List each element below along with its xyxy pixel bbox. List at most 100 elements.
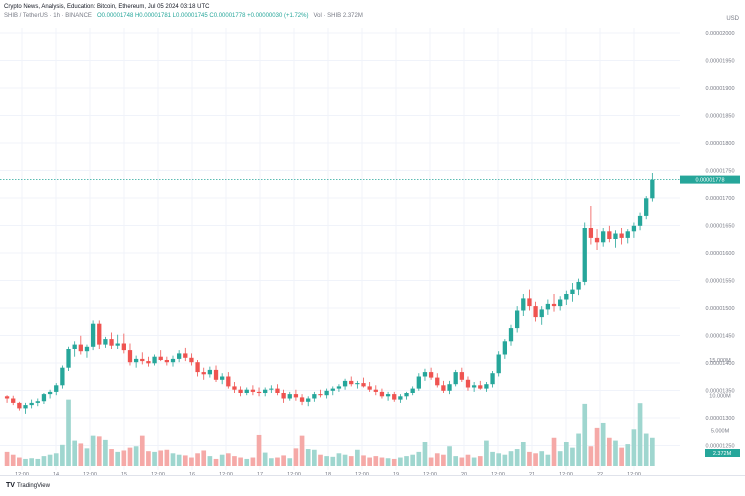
volume-bar — [109, 449, 114, 466]
volume-bar — [416, 451, 422, 466]
candle-body — [539, 309, 544, 318]
candle-body — [164, 360, 170, 363]
volume-bar — [563, 442, 569, 466]
candle-body — [121, 343, 126, 351]
volume-bar — [23, 458, 28, 466]
volume-bar — [133, 446, 139, 466]
candle-body — [35, 401, 40, 403]
volume-bar — [225, 453, 231, 466]
volume-bar — [17, 457, 22, 466]
volume-bar — [551, 437, 557, 466]
price-axis-label: 0.00001800 — [705, 141, 734, 147]
volume-bar — [619, 447, 624, 466]
price-axis-label: 0.00001300 — [705, 416, 734, 422]
candle-body — [453, 372, 458, 385]
tradingview-logo[interactable]: TV TradingView — [6, 482, 50, 489]
volume-bar — [465, 454, 471, 466]
volume-bar — [53, 453, 59, 466]
volume-bar — [539, 451, 545, 466]
candle-body — [97, 323, 102, 345]
candle-body — [607, 231, 612, 239]
candle-body — [367, 386, 372, 390]
price-axis-label: 0.00001400 — [705, 361, 734, 367]
volume-bar — [176, 454, 182, 466]
candle-body — [109, 339, 114, 346]
volume-bar — [250, 457, 256, 466]
candle-body — [72, 344, 77, 349]
volume-bar — [508, 451, 514, 466]
currency-label[interactable]: USD — [726, 16, 739, 22]
candle-body — [293, 394, 299, 398]
candle-body — [41, 394, 47, 402]
volume-bar — [158, 450, 164, 466]
candle-body — [594, 237, 600, 243]
volume-bar — [103, 439, 108, 466]
volume-bar — [600, 422, 606, 466]
volume-bar — [348, 456, 354, 466]
candle-body — [269, 388, 274, 390]
symbol-info: Crypto News, Analysis, Education: Bitcoi… — [4, 4, 209, 10]
volume-bar — [502, 454, 508, 466]
price-axis-label: 0.00001900 — [705, 86, 734, 92]
candle-body — [428, 372, 434, 378]
candle-body — [631, 225, 637, 232]
price-axis-label: 0.00001250 — [705, 444, 734, 450]
candle-body — [478, 385, 483, 389]
volume-bar — [588, 446, 594, 466]
candle-body — [533, 306, 538, 318]
candle-body — [349, 380, 354, 385]
price-axis-label: 0.00001550 — [705, 279, 734, 285]
volume-bar — [477, 456, 483, 466]
price-axis-label: 0.00001700 — [705, 196, 734, 202]
candle-body — [435, 377, 440, 386]
candle-body — [140, 358, 145, 362]
volume-bar — [84, 448, 90, 466]
volume-bar — [594, 427, 600, 466]
volume-bar — [342, 454, 348, 466]
title-line: Crypto News, Analysis, Education: Bitcoi… — [4, 4, 210, 10]
volume-bar — [484, 440, 489, 466]
volume-bar — [256, 434, 262, 466]
volume-bar — [152, 451, 157, 466]
volume-bar — [545, 454, 551, 466]
candle-body — [133, 358, 139, 363]
volume-bar — [268, 458, 274, 466]
volume-bar — [330, 456, 336, 466]
volume-bar — [361, 455, 366, 466]
candle-body — [54, 385, 59, 392]
candle-body — [152, 356, 157, 364]
volume-bar — [570, 447, 575, 466]
volume-bar — [78, 443, 84, 466]
candle-body — [637, 215, 643, 226]
candle-body — [361, 383, 366, 387]
candle-body — [619, 233, 624, 238]
volume-axis-label: 10.000M — [709, 393, 731, 399]
candle-body — [66, 349, 71, 368]
price-axis-label: 0.00001350 — [705, 389, 734, 395]
volume-bar — [441, 454, 446, 466]
candle-body — [220, 376, 225, 380]
volume-bar — [404, 456, 409, 466]
price-axis-label: 0.00001500 — [705, 306, 734, 312]
volume-bar — [606, 437, 612, 466]
candle-body — [551, 303, 557, 307]
volume-bar — [293, 448, 299, 466]
candle-body — [392, 394, 397, 400]
candle-body — [330, 388, 335, 391]
price-axis-label: 0.00001600 — [705, 251, 734, 257]
candle-body — [613, 233, 618, 239]
candle-body — [90, 323, 96, 347]
candle-body — [78, 344, 83, 352]
candle-body — [471, 385, 477, 388]
volume-bar — [422, 442, 428, 466]
volume-bar — [490, 451, 495, 466]
current-volume-tag — [705, 449, 740, 457]
candle-body — [601, 231, 606, 243]
volume-bar — [238, 457, 243, 466]
candle-body — [23, 405, 28, 409]
candle-body — [441, 385, 446, 391]
candle-body — [146, 361, 151, 364]
volume-bar — [643, 433, 649, 466]
candle-body — [244, 389, 249, 393]
